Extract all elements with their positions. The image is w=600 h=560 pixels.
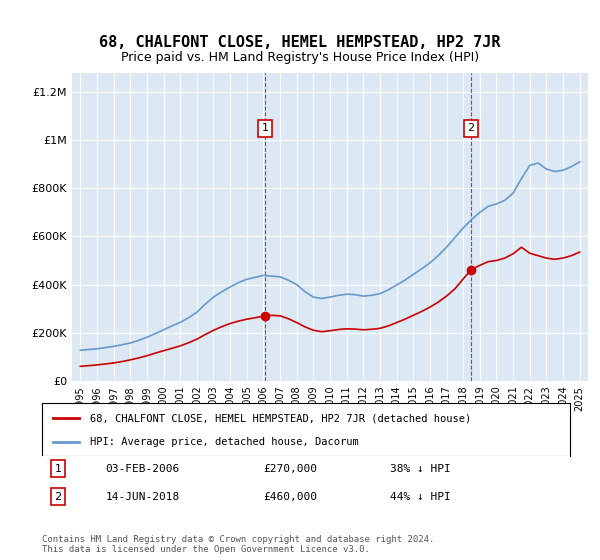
Text: 38% ↓ HPI: 38% ↓ HPI bbox=[391, 464, 451, 474]
Text: £460,000: £460,000 bbox=[264, 492, 318, 502]
Text: 14-JUN-2018: 14-JUN-2018 bbox=[106, 492, 179, 502]
Text: Price paid vs. HM Land Registry's House Price Index (HPI): Price paid vs. HM Land Registry's House … bbox=[121, 52, 479, 64]
Text: 68, CHALFONT CLOSE, HEMEL HEMPSTEAD, HP2 7JR: 68, CHALFONT CLOSE, HEMEL HEMPSTEAD, HP2… bbox=[99, 35, 501, 50]
Text: 1: 1 bbox=[55, 464, 61, 474]
Text: 44% ↓ HPI: 44% ↓ HPI bbox=[391, 492, 451, 502]
Text: £270,000: £270,000 bbox=[264, 464, 318, 474]
Text: 2: 2 bbox=[467, 123, 474, 133]
Text: 68, CHALFONT CLOSE, HEMEL HEMPSTEAD, HP2 7JR (detached house): 68, CHALFONT CLOSE, HEMEL HEMPSTEAD, HP2… bbox=[89, 413, 471, 423]
Text: Contains HM Land Registry data © Crown copyright and database right 2024.
This d: Contains HM Land Registry data © Crown c… bbox=[42, 535, 434, 554]
Text: 2: 2 bbox=[54, 492, 61, 502]
Text: 03-FEB-2006: 03-FEB-2006 bbox=[106, 464, 179, 474]
Text: HPI: Average price, detached house, Dacorum: HPI: Average price, detached house, Daco… bbox=[89, 436, 358, 446]
Text: 1: 1 bbox=[262, 123, 268, 133]
